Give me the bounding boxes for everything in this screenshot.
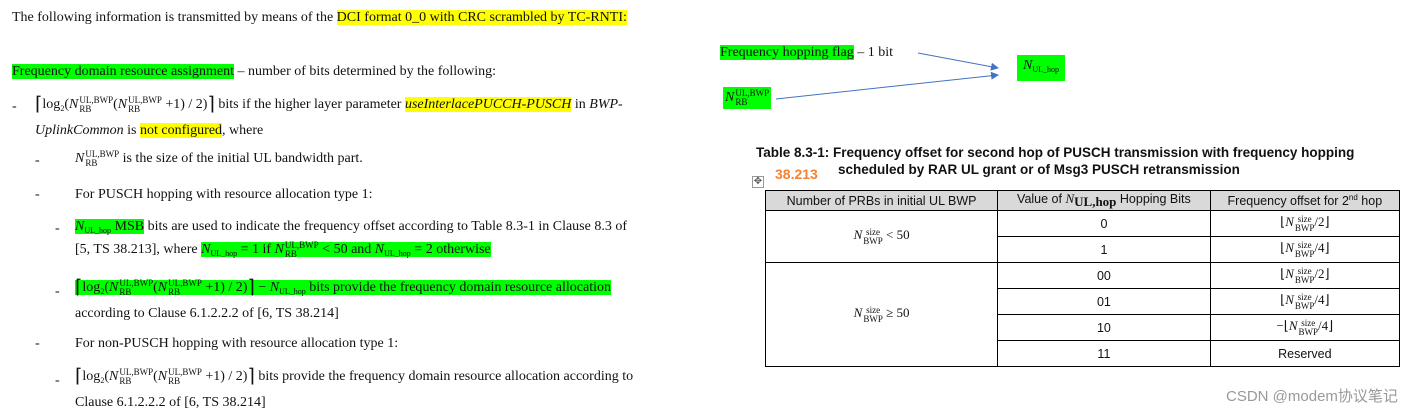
text: in	[571, 97, 590, 113]
table-title-line2: scheduled by RAR UL grant or of Msg3 PUS…	[838, 162, 1240, 177]
condition-highlight: NUL_hop = 1 if N UL,BWP RB < 50 and NUL_ho…	[201, 240, 491, 259]
text: bits if the higher layer parameter	[214, 97, 405, 113]
nulhop-box: NUL_hop	[1017, 55, 1066, 81]
intro-text: The following information is transmitted…	[12, 10, 337, 25]
bullet-1b1-line2: [5, TS 38.213], where NUL_hop = 1 if N UL…	[75, 241, 491, 263]
header-hopping-bits: Value of NUL,hop Hopping Bits	[997, 190, 1211, 211]
text: is	[123, 123, 141, 138]
bullet-1b2-line2: according to Clause 6.1.2.2.2 of [6, TS …	[75, 306, 339, 321]
text: – 1 bit	[853, 45, 894, 60]
offset-cell: ⌊N size BWP/2⌋	[1209, 262, 1401, 289]
dci-format-highlight: DCI format 0_0 with CRC scrambled by TC-…	[336, 10, 627, 25]
nrb: N UL,BWP RB	[75, 149, 120, 168]
dash: -	[55, 373, 60, 388]
nrb: N UL,BWP RB	[117, 95, 162, 114]
bullet-1-line2: UplinkCommon is not configured, where	[35, 122, 263, 140]
bits-cell: 1	[997, 236, 1211, 263]
arrow-flag	[917, 52, 999, 71]
frequency-offset-table: Number of PRBs in initial UL BWP Value o…	[764, 190, 1401, 367]
bullet-1b1-line1: NUL_hop MSB bits are used to indicate th…	[75, 218, 627, 240]
bullet-1b2-line1: ⌈log2(N UL,BWP RB (N UL,BWP RB +1) / 2)⌉ − NU…	[75, 277, 611, 301]
table-row: 11 Reserved	[766, 340, 1401, 367]
field-heading: Frequency domain resource assignment – n…	[12, 63, 496, 81]
msb-highlight: NUL_hop MSB	[75, 219, 145, 235]
text: bits are used to indicate the frequency …	[144, 219, 628, 234]
paren: (	[64, 97, 69, 113]
log-base: 2	[60, 104, 65, 114]
ceil-close: ⌉	[207, 94, 215, 116]
dash: -	[35, 336, 40, 351]
header-prbs: Number of PRBs in initial UL BWP	[764, 190, 999, 211]
offset-cell: Reserved	[1209, 340, 1401, 367]
hopping-flag-note: Frequency hopping flag – 1 bit	[720, 44, 893, 62]
nrb-box: N UL,BWP RB	[723, 87, 772, 110]
bits-cell: 00	[997, 262, 1211, 289]
bits-cell: 0	[997, 210, 1211, 237]
paren: (	[113, 97, 118, 113]
arrow-nrb	[775, 71, 999, 100]
bullet-1c1-line1: ⌈log2(N UL,BWP RB (N UL,BWP RB +1) / 2)⌉ bits…	[75, 366, 634, 388]
text: is the size of the initial UL bandwidth …	[119, 151, 363, 167]
offset-cell: ⌊N size BWP/2⌋	[1209, 210, 1401, 237]
bullet-1c: For non-PUSCH hopping with resource allo…	[75, 336, 399, 351]
field-desc: – number of bits determined by the follo…	[234, 64, 497, 79]
formula-tail: +1) / 2)	[161, 97, 208, 113]
dash: -	[35, 153, 40, 168]
header-frequency-offset: Frequency offset for 2nd hop	[1209, 190, 1401, 211]
bullet-1c1-line2: Clause 6.1.2.2.2 of [6, TS 38.214]	[75, 395, 266, 410]
table-row: 10 −⌊N size BWP/4⌋	[766, 314, 1401, 341]
formula: ⌈log2(N UL,BWP RB (N UL,BWP RB +1) / 2)⌉	[35, 94, 215, 116]
hopping-flag-label: Frequency hopping flag	[720, 45, 854, 60]
table-title-line1: Table 8.3-1: Frequency offset for second…	[756, 145, 1355, 160]
table-row: 01 ⌊N size BWP/4⌋	[766, 288, 1401, 315]
dash: -	[55, 221, 60, 236]
intro-line: The following information is transmitted…	[12, 9, 627, 27]
bullet-1b: For PUSCH hopping with resource allocati…	[75, 187, 373, 202]
dash: -	[35, 187, 40, 202]
bullet-1a: N UL,BWP RB is the size of the initial UL …	[75, 150, 363, 168]
table-header-row: Number of PRBs in initial UL BWP Value o…	[764, 190, 1401, 211]
table-move-handle-icon[interactable]: ✥	[752, 176, 764, 188]
ie-name: BWP-	[589, 97, 623, 113]
offset-cell: ⌊N size BWP/4⌋	[1209, 288, 1401, 315]
param-highlight: useInterlacePUCCH-PUSCH	[404, 97, 572, 113]
table-row: 1 ⌊N size BWP/4⌋	[766, 236, 1401, 263]
text: [5, TS 38.213], where	[75, 242, 202, 258]
dash: -	[55, 284, 60, 299]
ceil-open: ⌈	[35, 94, 43, 116]
text: bits provide the frequency domain resour…	[254, 369, 634, 385]
dash: -	[12, 99, 17, 114]
ie-name: UplinkCommon	[35, 123, 124, 138]
not-configured-highlight: not configured	[140, 123, 223, 138]
watermark: CSDN @modem协议笔记	[1226, 388, 1398, 405]
offset-cell: −⌊N size BWP/4⌋	[1209, 314, 1401, 341]
bits-cell: 10	[997, 314, 1211, 341]
bits-cell: 11	[997, 340, 1211, 367]
spec-label: 38.213	[775, 166, 818, 182]
bits-cell: 01	[997, 288, 1211, 315]
bullet-1-line1: ⌈log2(N UL,BWP RB (N UL,BWP RB +1) / 2)⌉ bits…	[35, 94, 623, 118]
formula-highlight: ⌈log2(N UL,BWP RB (N UL,BWP RB +1) / 2)⌉ − NU…	[75, 277, 611, 299]
log: log	[42, 97, 61, 113]
nrb: N UL,BWP RB	[68, 95, 114, 114]
offset-cell: ⌊N size BWP/4⌋	[1209, 236, 1401, 263]
text: , where	[222, 123, 264, 138]
field-name: Frequency domain resource assignment	[12, 64, 234, 79]
